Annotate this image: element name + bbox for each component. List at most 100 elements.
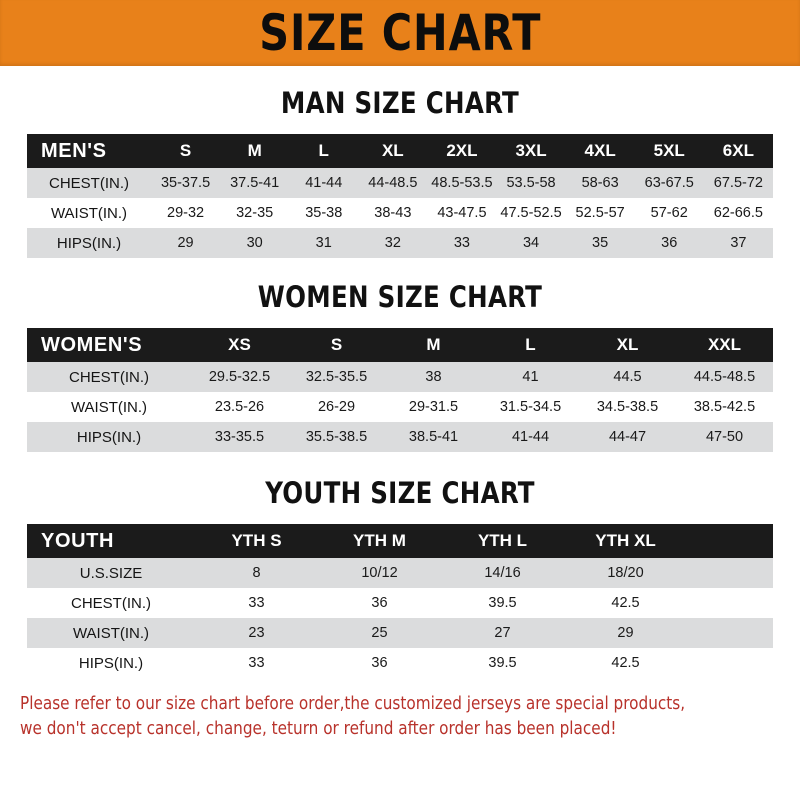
- man-hips-4: 33: [453, 235, 470, 251]
- women-size-table: WOMEN'S XS S M L XL XXL CHEST(IN.) 29.5-…: [27, 328, 773, 452]
- youth-waist-spacer: [687, 618, 773, 648]
- man-size-header-4: 2XL: [446, 141, 478, 160]
- women-size-table-wrap: WOMEN'S XS S M L XL XXL CHEST(IN.) 29.5-…: [27, 328, 773, 452]
- women-waist-4: 34.5-38.5: [596, 399, 659, 415]
- youth-row-label-waist: WAIST(IN.): [72, 624, 150, 642]
- youth-table-header-row: YOUTH YTH S YTH M YTH L YTH XL: [27, 524, 773, 558]
- youth-size-table: YOUTH YTH S YTH M YTH L YTH XL U.S.SIZE …: [27, 524, 773, 678]
- women-hips-3: 41-44: [511, 429, 550, 445]
- man-size-table-wrap: MEN'S S M L XL 2XL 3XL 4XL 5XL 6XL CHEST…: [27, 134, 773, 258]
- women-chest-1: 32.5-35.5: [305, 369, 368, 385]
- women-size-header-4: XL: [616, 335, 639, 354]
- women-waist-0: 23.5-26: [214, 399, 265, 415]
- youth-row-label-ussize: U.S.SIZE: [79, 564, 143, 582]
- man-waist-4: 43-47.5: [437, 205, 487, 221]
- youth-size-header-3: YTH XL: [595, 531, 656, 550]
- man-waist-3: 38-43: [374, 205, 412, 221]
- man-chest-3: 44-48.5: [368, 175, 418, 191]
- man-hips-0: 29: [177, 235, 194, 251]
- women-chest-5: 44.5-48.5: [693, 369, 756, 385]
- women-hips-1: 35.5-38.5: [305, 429, 368, 445]
- man-size-header-7: 5XL: [653, 141, 685, 160]
- youth-ussize-1: 10/12: [361, 565, 398, 581]
- women-waist-1: 26-29: [317, 399, 356, 415]
- man-size-table: MEN'S S M L XL 2XL 3XL 4XL 5XL 6XL CHEST…: [27, 134, 773, 258]
- man-waist-7: 57-62: [650, 205, 688, 221]
- man-size-header-2: L: [318, 141, 329, 160]
- youth-corner-label: YOUTH: [41, 529, 114, 552]
- man-chest-0: 35-37.5: [160, 175, 211, 191]
- women-hips-2: 38.5-41: [408, 429, 459, 445]
- women-chest-0: 29.5-32.5: [208, 369, 271, 385]
- man-chest-7: 63-67.5: [644, 175, 694, 191]
- man-hips-2: 31: [315, 235, 332, 251]
- youth-hips-2: 39.5: [488, 655, 517, 671]
- man-waist-6: 52.5-57: [575, 205, 625, 221]
- women-corner-label: WOMEN'S: [41, 333, 143, 356]
- youth-waist-2: 27: [494, 625, 511, 641]
- youth-ussize-3: 18/20: [607, 565, 644, 581]
- youth-chest-spacer: [687, 588, 773, 618]
- man-size-header-1: M: [247, 141, 262, 160]
- youth-waist-1: 25: [371, 625, 388, 641]
- youth-hips-1: 36: [371, 655, 388, 671]
- women-chest-4: 44.5: [613, 369, 642, 385]
- women-waist-3: 31.5-34.5: [499, 399, 562, 415]
- disclaimer-line-1: Please refer to our size chart before or…: [20, 694, 686, 714]
- women-row-label-hips: HIPS(IN.): [76, 428, 142, 446]
- women-waist-5: 38.5-42.5: [693, 399, 756, 415]
- section-title-man: MAN SIZE CHART: [280, 86, 520, 120]
- man-size-header-6: 4XL: [584, 141, 616, 160]
- women-size-header-1: S: [330, 335, 343, 354]
- youth-size-table-wrap: YOUTH YTH S YTH M YTH L YTH XL U.S.SIZE …: [27, 524, 773, 678]
- man-size-header-0: S: [179, 141, 192, 160]
- women-chest-3: 41: [522, 369, 539, 385]
- section-title-youth: YOUTH SIZE CHART: [265, 476, 535, 510]
- man-chest-4: 48.5-53.5: [431, 175, 493, 191]
- youth-hips-0: 33: [248, 655, 265, 671]
- man-chest-8: 67.5-72: [713, 175, 763, 191]
- youth-size-header-0: YTH S: [231, 531, 282, 550]
- women-row-label-chest: CHEST(IN.): [69, 368, 149, 386]
- man-waist-0: 29-32: [167, 205, 205, 221]
- table-row: CHEST(IN.) 35-37.5 37.5-41 41-44 44-48.5…: [27, 168, 773, 198]
- disclaimer-note: Please refer to our size chart before or…: [20, 692, 757, 743]
- youth-waist-3: 29: [617, 625, 634, 641]
- youth-chest-3: 42.5: [611, 595, 640, 611]
- man-waist-5: 47.5-52.5: [500, 205, 562, 221]
- youth-chest-2: 39.5: [488, 595, 517, 611]
- man-size-header-8: 6XL: [722, 141, 754, 160]
- youth-ussize-2: 14/16: [484, 565, 521, 581]
- table-row: WAIST(IN.) 23 25 27 29: [27, 618, 773, 648]
- man-table-header-row: MEN'S S M L XL 2XL 3XL 4XL 5XL 6XL: [27, 134, 773, 168]
- table-row: HIPS(IN.) 33 36 39.5 42.5: [27, 648, 773, 678]
- man-hips-5: 34: [522, 235, 540, 251]
- youth-ussize-spacer: [687, 558, 773, 588]
- women-waist-2: 29-31.5: [408, 399, 459, 415]
- man-corner-label: MEN'S: [41, 139, 107, 162]
- man-waist-2: 35-38: [305, 205, 343, 221]
- table-row: WAIST(IN.) 29-32 32-35 35-38 38-43 43-47…: [27, 198, 773, 228]
- man-row-label-hips: HIPS(IN.): [56, 234, 122, 252]
- man-row-label-waist: WAIST(IN.): [50, 204, 128, 222]
- table-row: HIPS(IN.) 29 30 31 32 33 34 35 36 37: [27, 228, 773, 258]
- table-row: WAIST(IN.) 23.5-26 26-29 29-31.5 31.5-34…: [27, 392, 773, 422]
- youth-ussize-0: 8: [252, 565, 261, 581]
- women-table-header-row: WOMEN'S XS S M L XL XXL: [27, 328, 773, 362]
- youth-hips-spacer: [687, 648, 773, 678]
- youth-row-label-hips: HIPS(IN.): [78, 654, 144, 672]
- women-hips-4: 44-47: [608, 429, 647, 445]
- page-title: SIZE CHART: [258, 4, 542, 62]
- youth-hips-3: 42.5: [611, 655, 640, 671]
- table-row: U.S.SIZE 8 10/12 14/16 18/20: [27, 558, 773, 588]
- disclaimer-line-2: we don't accept cancel, change, teturn o…: [20, 719, 617, 740]
- man-hips-3: 32: [384, 235, 401, 251]
- youth-header-spacer: [687, 524, 773, 558]
- table-row: HIPS(IN.) 33-35.5 35.5-38.5 38.5-41 41-4…: [27, 422, 773, 452]
- section-title-women: WOMEN SIZE CHART: [257, 280, 543, 314]
- women-size-header-5: XXL: [707, 335, 742, 354]
- youth-row-label-chest: CHEST(IN.): [71, 594, 151, 612]
- table-row: CHEST(IN.) 29.5-32.5 32.5-35.5 38 41 44.…: [27, 362, 773, 392]
- women-hips-0: 33-35.5: [214, 429, 265, 445]
- youth-waist-0: 23: [248, 625, 265, 641]
